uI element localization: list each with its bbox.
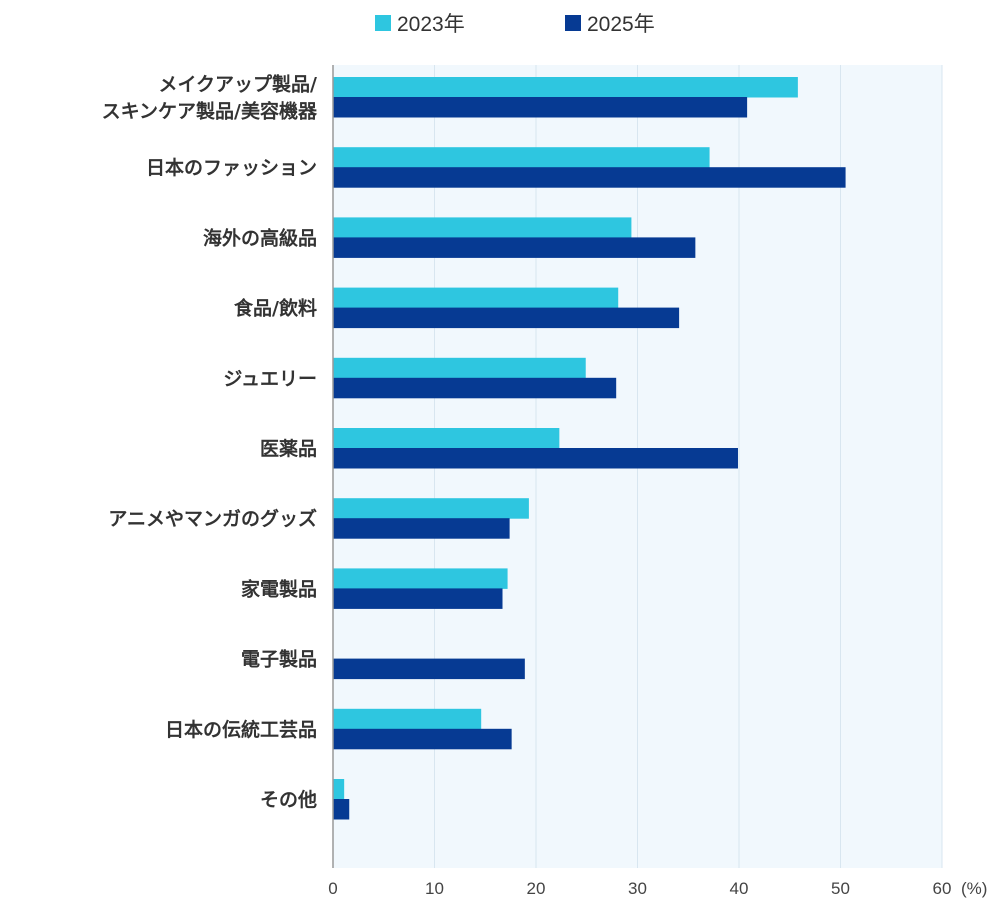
legend-label-2025: 2025年 bbox=[587, 13, 655, 36]
bar-2025年-10 bbox=[333, 799, 350, 820]
x-tick-20: 20 bbox=[527, 879, 546, 898]
bar-2023年-6 bbox=[333, 498, 529, 519]
bar-2023年-1 bbox=[333, 147, 710, 168]
bar-2023年-2 bbox=[333, 217, 632, 238]
x-tick-10: 10 bbox=[425, 879, 444, 898]
category-label-7: 家電製品 bbox=[241, 577, 317, 600]
legend-swatch-2025 bbox=[565, 15, 581, 31]
bar-2023年-0 bbox=[333, 77, 798, 98]
category-label-2: 海外の高級品 bbox=[203, 226, 317, 249]
bar-2025年-4 bbox=[333, 377, 617, 399]
legend: 2023年 2025年 bbox=[375, 13, 655, 36]
bar-2023年-9 bbox=[333, 708, 482, 730]
x-unit-label: (%) bbox=[961, 879, 987, 898]
bar-2025年-5 bbox=[333, 448, 738, 469]
bar-2025年-0 bbox=[333, 97, 748, 118]
category-label-0-line-1: スキンケア製品/美容機器 bbox=[102, 100, 318, 123]
category-label-5: 医薬品 bbox=[260, 437, 317, 460]
bar-2025年-3 bbox=[333, 307, 680, 329]
category-label-1: 日本のファッション bbox=[146, 156, 317, 179]
category-label-3: 食品/飲料 bbox=[234, 297, 317, 320]
bar-2023年-5 bbox=[333, 428, 560, 449]
bar-2025年-9 bbox=[333, 728, 512, 750]
x-tick-50: 50 bbox=[831, 879, 850, 898]
category-labels: メイクアップ製品/スキンケア製品/美容機器日本のファッション海外の高級品食品/飲… bbox=[102, 73, 318, 812]
category-label-8: 電子製品 bbox=[241, 649, 317, 671]
category-label-4: ジュエリー bbox=[223, 368, 317, 390]
category-label-9: 日本の伝統工芸品 bbox=[165, 718, 317, 741]
x-tick-40: 40 bbox=[730, 879, 749, 898]
legend-label-2023: 2023年 bbox=[397, 13, 465, 36]
bar-2025年-6 bbox=[333, 518, 510, 539]
category-label-10: その他 bbox=[260, 788, 317, 811]
bar-2025年-8 bbox=[333, 658, 525, 680]
x-tick-60: 60 bbox=[933, 879, 952, 898]
bar-2025年-7 bbox=[333, 588, 503, 609]
legend-swatch-2023 bbox=[375, 15, 391, 31]
x-tick-labels: 0 10 20 30 40 50 60 bbox=[328, 879, 951, 898]
bar-2023年-4 bbox=[333, 357, 586, 379]
bar-2023年-10 bbox=[333, 779, 345, 800]
bar-2025年-2 bbox=[333, 237, 696, 258]
bars bbox=[333, 77, 846, 820]
x-tick-0: 0 bbox=[328, 879, 337, 898]
bar-2025年-1 bbox=[333, 167, 846, 188]
category-label-0-line-0: メイクアップ製品/ bbox=[158, 73, 317, 96]
x-tick-30: 30 bbox=[628, 879, 647, 898]
category-label-6: アニメやマンガのグッズ bbox=[108, 507, 317, 530]
bar-2023年-7 bbox=[333, 568, 508, 589]
bar-2023年-3 bbox=[333, 287, 619, 309]
